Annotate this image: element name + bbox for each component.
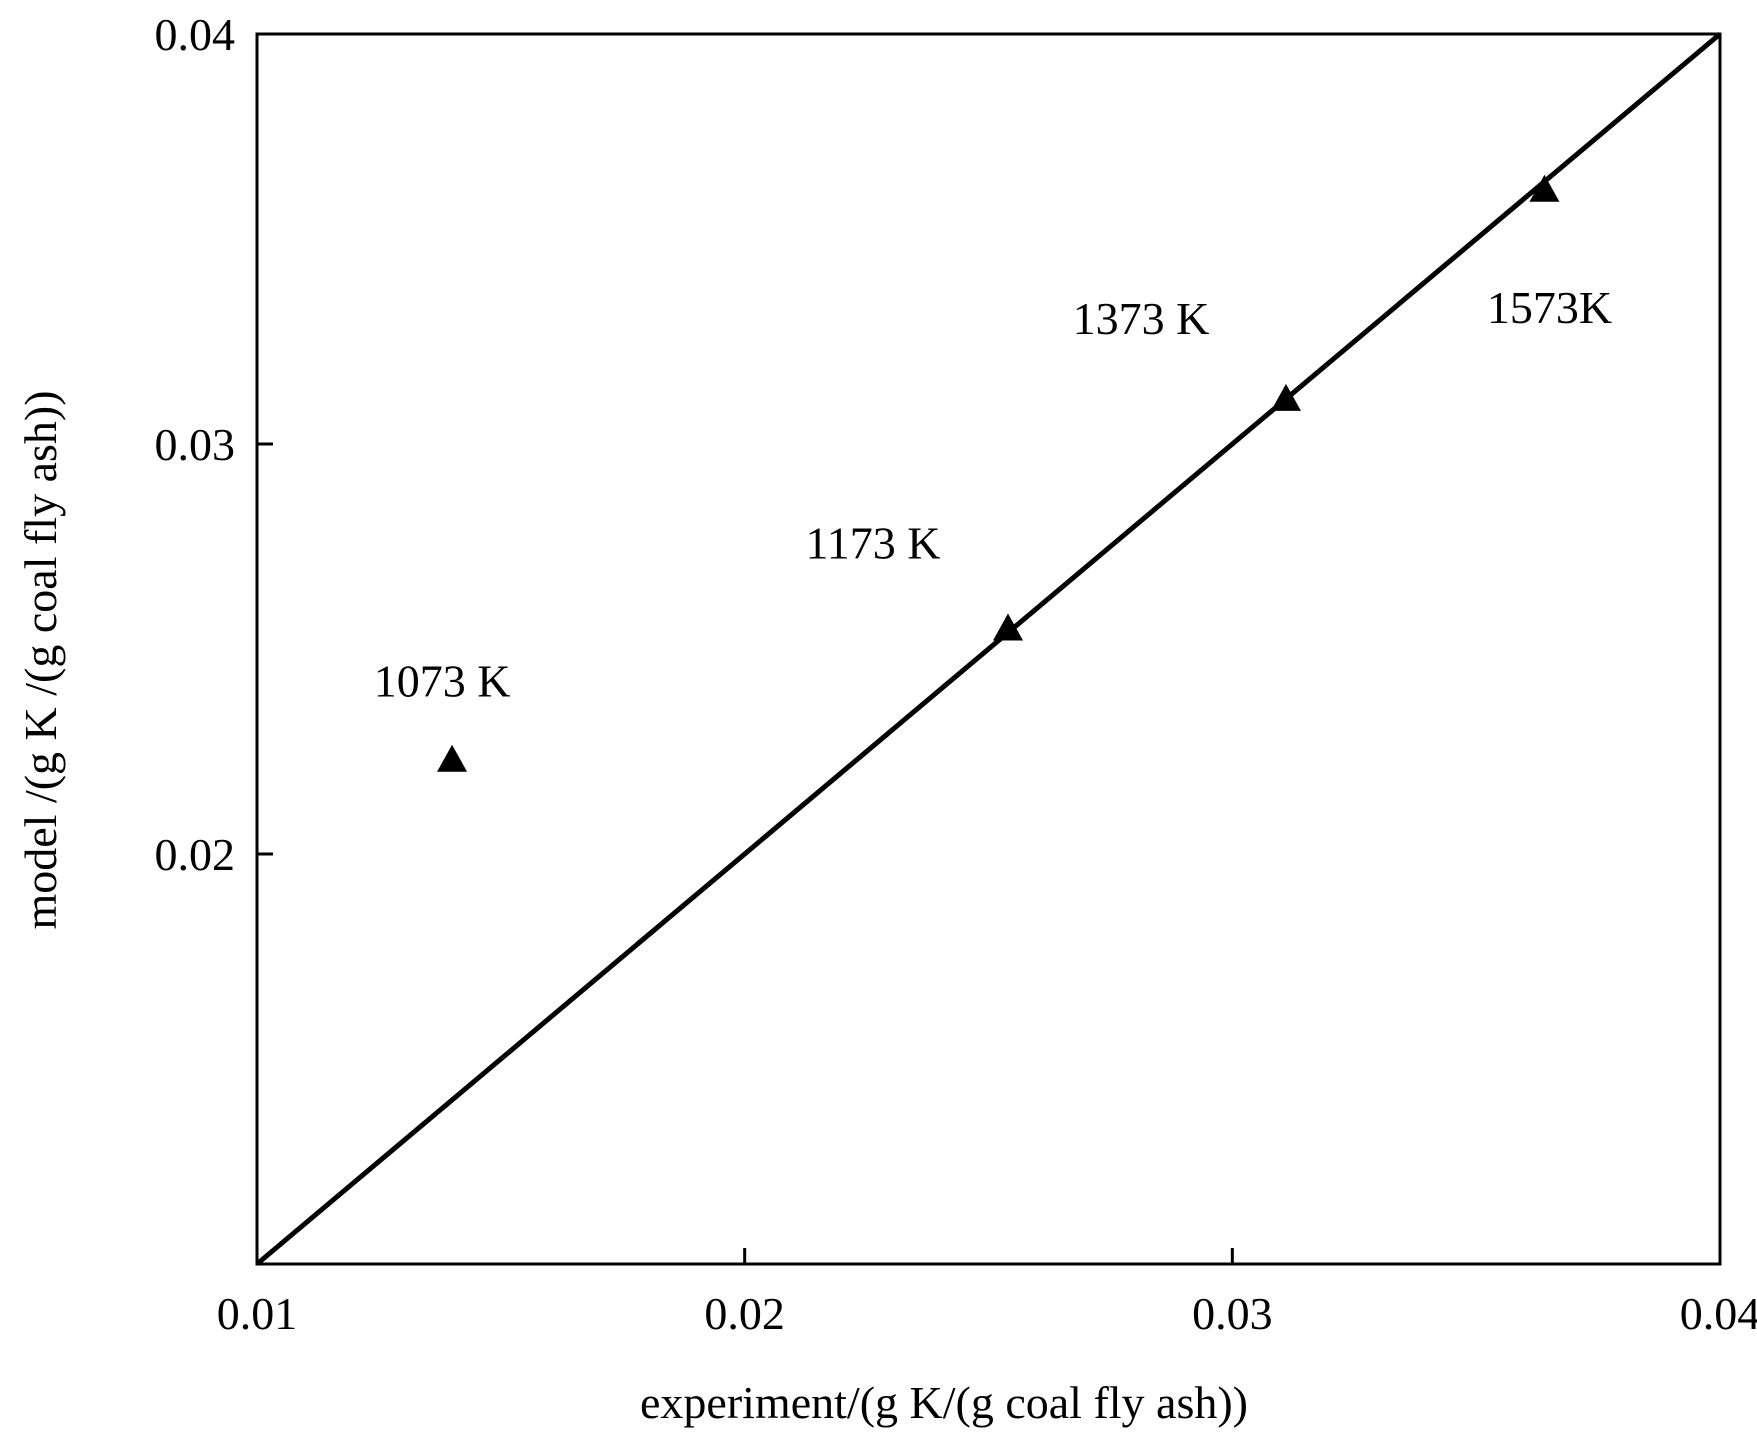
data-points: 1073 K 1173 K 1373 K 1573K [374,174,1612,772]
x-tick-label: 0.04 [1680,1288,1757,1339]
data-point-label: 1073 K [374,656,511,707]
x-tick-label: 0.03 [1192,1288,1273,1339]
data-point-label: 1173 K [805,518,940,569]
data-point-marker [437,744,468,772]
x-tick-label: 0.02 [704,1288,785,1339]
y-axis-ticks: 0.02 0.03 0.04 [155,9,273,880]
x-axis-label: experiment/(g K/(g coal fly ash)) [640,1377,1248,1428]
y-tick-label: 0.02 [155,829,236,880]
data-point-label: 1373 K [1073,293,1210,344]
x-axis-ticks: 0.01 0.02 0.03 0.04 [217,1248,1757,1339]
y-tick-label: 0.03 [155,419,236,470]
plot-frame [255,32,1722,1266]
data-point-label: 1573K [1487,282,1612,333]
identity-line [255,32,1722,1266]
data-point-marker [1270,383,1301,411]
x-tick-label: 0.01 [217,1288,298,1339]
y-axis-label: model /(g K /(g coal fly ash)) [15,390,66,929]
data-point-marker [993,613,1024,641]
y-tick-label: 0.04 [155,9,236,60]
data-point-marker [1529,174,1560,202]
